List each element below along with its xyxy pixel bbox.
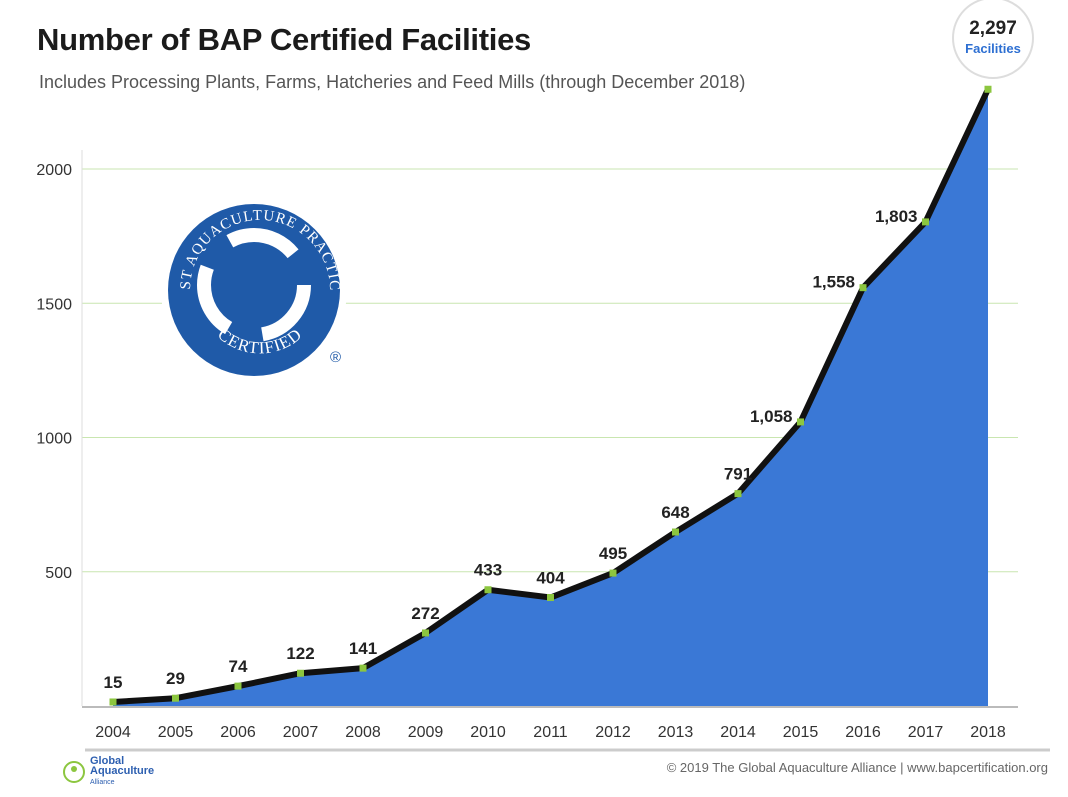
y-tick-label: 500 [45,565,72,582]
x-tick-label: 2012 [595,724,631,741]
x-tick-label: 2005 [158,724,194,741]
data-point [109,698,117,706]
callout-label: Facilities [965,41,1021,56]
x-tick-label: 2014 [720,724,756,741]
x-tick-label: 2007 [283,724,319,741]
callout-value: 2,297 [969,18,1017,39]
data-point [609,569,617,577]
data-label: 404 [536,569,565,588]
y-tick-label: 1000 [36,431,72,448]
data-point [422,629,429,637]
x-tick-label: 2011 [533,724,568,741]
x-tick-label: 2018 [970,724,1006,741]
x-tick-label: 2009 [408,724,444,741]
x-tick-label: 2015 [783,724,819,741]
data-label: 29 [166,669,185,688]
x-tick-label: 2006 [220,724,256,741]
data-label: 791 [724,465,752,484]
data-label: 1,558 [812,273,855,292]
data-point [484,586,492,594]
data-label: 122 [286,644,314,663]
callout-bubble [952,0,1034,79]
chart-subtitle: Includes Processing Plants, Farms, Hatch… [39,72,746,92]
data-label: 495 [599,544,627,563]
x-tick-label: 2004 [95,724,131,741]
data-label: 272 [411,604,439,623]
data-point [797,418,804,426]
x-tick-label: 2017 [908,724,944,741]
data-label: 15 [104,673,123,692]
bap-logo: BEST AQUACULTURE PRACTICES CERTIFIED ® [0,0,347,383]
gaa-logo: Global Aquaculture Alliance [62,756,154,788]
data-point [859,284,867,292]
data-point [359,664,367,672]
data-label: 648 [661,503,689,522]
data-label: 74 [229,657,248,676]
data-label: 141 [349,639,377,658]
data-label: 1,803 [875,207,918,226]
data-point [672,528,679,536]
data-point [297,669,304,677]
copyright-text: © 2019 The Global Aquaculture Alliance |… [666,760,1048,775]
chart-title: Number of BAP Certified Facilities [37,22,531,57]
data-point [734,490,742,498]
data-label: 1,058 [750,407,793,426]
y-tick-label: 1500 [36,296,72,313]
data-label: 433 [474,561,502,580]
data-point [984,85,992,93]
y-tick-label: 2000 [36,162,72,179]
data-point [547,594,554,602]
data-point [922,218,929,226]
x-tick-label: 2010 [470,724,506,741]
data-point [234,682,242,690]
x-tick-label: 2008 [345,724,381,741]
x-tick-label: 2013 [658,724,694,741]
x-tick-label: 2016 [845,724,881,741]
data-point [172,694,179,702]
svg-text:®: ® [330,349,341,366]
area-fill [113,89,988,707]
